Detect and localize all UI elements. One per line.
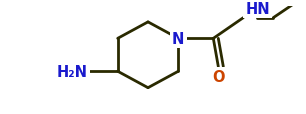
- Text: O: O: [212, 70, 225, 85]
- Text: H₂N: H₂N: [57, 64, 88, 79]
- Text: N: N: [172, 32, 185, 46]
- Text: HN: HN: [245, 2, 270, 17]
